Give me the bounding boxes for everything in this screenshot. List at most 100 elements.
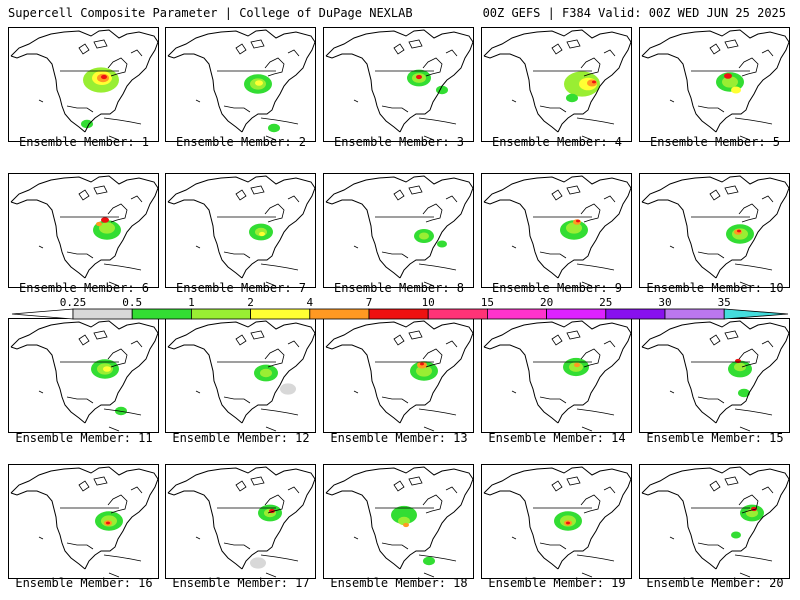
color-scale-segment bbox=[309, 308, 370, 320]
borders-lakes bbox=[511, 39, 616, 141]
coastline bbox=[325, 466, 473, 570]
member-label: Ensemble Member: 18 bbox=[330, 576, 468, 590]
member-label: Ensemble Member: 19 bbox=[488, 576, 626, 590]
map-canvas bbox=[167, 466, 315, 578]
scp-shaded-area bbox=[574, 362, 580, 368]
scp-shaded-area bbox=[566, 521, 570, 525]
map-canvas bbox=[641, 29, 789, 141]
borders-lakes bbox=[38, 39, 143, 141]
coastline bbox=[10, 320, 158, 424]
coastline bbox=[641, 29, 789, 133]
map-canvas bbox=[641, 466, 789, 578]
map-canvas bbox=[167, 29, 315, 141]
member-label: Ensemble Member: 2 bbox=[175, 135, 307, 149]
borders-lakes bbox=[195, 39, 300, 141]
map-canvas bbox=[483, 175, 631, 287]
member-label: Ensemble Member: 12 bbox=[172, 431, 310, 445]
borders-lakes bbox=[511, 330, 616, 432]
ensemble-map-20 bbox=[639, 464, 790, 579]
color-scale-segment bbox=[664, 308, 725, 320]
scp-shaded-area bbox=[403, 522, 409, 528]
ensemble-map-8 bbox=[323, 173, 474, 288]
scp-shaded-area bbox=[423, 556, 435, 566]
scp-shaded-area bbox=[106, 521, 110, 525]
scp-shaded-area bbox=[260, 368, 272, 378]
member-label: Ensemble Member: 1 bbox=[18, 135, 150, 149]
borders-lakes bbox=[38, 330, 143, 432]
scp-shaded-area bbox=[735, 358, 741, 364]
ensemble-map-11 bbox=[8, 318, 159, 433]
color-scale-segment bbox=[605, 308, 666, 320]
color-scale-tick-label: 0.25 bbox=[59, 296, 87, 309]
color-scale-tick-label: 4 bbox=[306, 296, 314, 309]
map-canvas bbox=[325, 320, 473, 432]
color-scale-tick-label: 25 bbox=[599, 296, 613, 309]
coastline bbox=[167, 175, 315, 279]
member-label: Ensemble Member: 6 bbox=[18, 281, 150, 295]
color-scale-tick-label: 7 bbox=[365, 296, 373, 309]
scp-shaded-area bbox=[724, 73, 732, 79]
scp-shaded-area bbox=[99, 222, 115, 234]
map-canvas bbox=[483, 466, 631, 578]
map-canvas bbox=[641, 175, 789, 287]
coastline bbox=[325, 29, 473, 133]
coastline bbox=[483, 320, 631, 424]
scp-shaded-area bbox=[96, 221, 102, 227]
borders-lakes bbox=[195, 476, 300, 578]
color-scale-tick-label: 35 bbox=[717, 296, 731, 309]
borders-lakes bbox=[195, 330, 300, 432]
color-scale-bar bbox=[11, 308, 789, 320]
member-label: Ensemble Member: 16 bbox=[15, 576, 153, 590]
scp-shaded-area bbox=[737, 229, 741, 233]
scp-shaded-area bbox=[734, 362, 746, 372]
member-label: Ensemble Member: 5 bbox=[649, 135, 781, 149]
coastline bbox=[10, 175, 158, 279]
scp-shaded-area bbox=[731, 531, 741, 539]
map-canvas bbox=[325, 29, 473, 141]
member-label: Ensemble Member: 10 bbox=[646, 281, 784, 295]
color-scale-tick-label: 20 bbox=[539, 296, 554, 309]
map-canvas bbox=[325, 466, 473, 578]
map-canvas bbox=[10, 29, 158, 141]
color-scale-segment bbox=[250, 308, 311, 320]
borders-lakes bbox=[669, 39, 774, 141]
color-scale-tick-label: 10 bbox=[421, 296, 435, 309]
coastline bbox=[641, 466, 789, 570]
map-canvas bbox=[10, 466, 158, 578]
member-label: Ensemble Member: 3 bbox=[333, 135, 465, 149]
scp-shaded-area bbox=[437, 240, 447, 248]
coastline bbox=[167, 466, 315, 570]
scp-shaded-area bbox=[566, 93, 578, 103]
borders-lakes bbox=[353, 39, 458, 141]
ensemble-map-3 bbox=[323, 27, 474, 142]
member-label: Ensemble Member: 15 bbox=[646, 431, 784, 445]
ensemble-map-12 bbox=[165, 318, 316, 433]
ensemble-map-15 bbox=[639, 318, 790, 433]
coastline bbox=[325, 175, 473, 279]
scp-shaded-area bbox=[280, 383, 296, 395]
color-scale-tick-label: 15 bbox=[480, 296, 495, 309]
color-scale-segment bbox=[546, 308, 607, 320]
borders-lakes bbox=[38, 185, 143, 287]
scp-shaded-area bbox=[420, 362, 424, 366]
borders-lakes bbox=[353, 330, 458, 432]
ensemble-map-17 bbox=[165, 464, 316, 579]
scp-shaded-area bbox=[738, 388, 750, 398]
map-canvas bbox=[325, 175, 473, 287]
ensemble-map-16 bbox=[8, 464, 159, 579]
borders-lakes bbox=[669, 185, 774, 287]
color-scale-segment bbox=[486, 308, 547, 320]
borders-lakes bbox=[511, 476, 616, 578]
scp-shaded-area bbox=[101, 217, 109, 223]
ensemble-map-5 bbox=[639, 27, 790, 142]
ensemble-map-10 bbox=[639, 173, 790, 288]
borders-lakes bbox=[669, 330, 774, 432]
run-valid-time: 00Z GEFS | F384 Valid: 00Z WED JUN 25 20… bbox=[482, 6, 786, 20]
scp-shaded-area bbox=[259, 231, 265, 237]
coastline bbox=[167, 320, 315, 424]
map-canvas bbox=[483, 29, 631, 141]
scp-shaded-area bbox=[416, 74, 422, 80]
color-scale-segment bbox=[190, 308, 251, 320]
ensemble-map-14 bbox=[481, 318, 632, 433]
coastline bbox=[483, 466, 631, 570]
